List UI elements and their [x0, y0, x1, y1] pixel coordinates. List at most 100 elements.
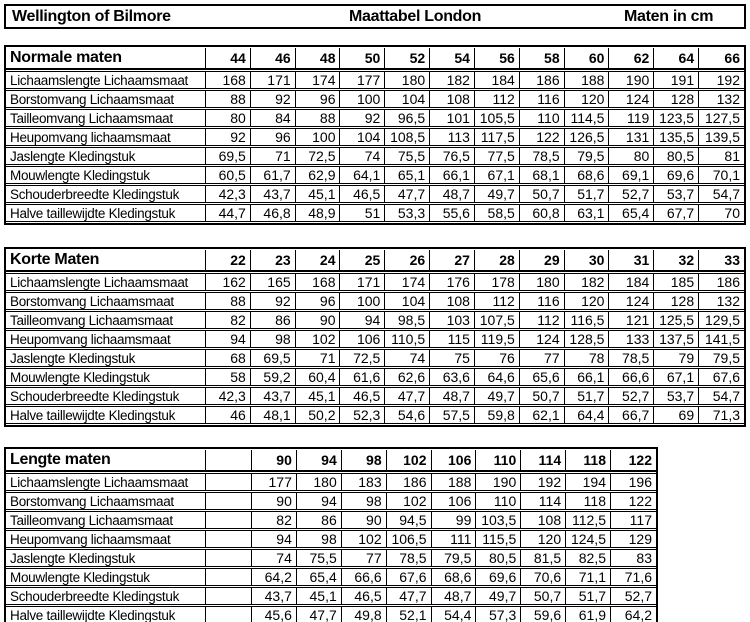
- value-cell: 61,7: [250, 166, 296, 184]
- empty-cell: [206, 492, 252, 510]
- value-cell: 46,5: [341, 587, 387, 605]
- value-cell: 68,6: [564, 166, 610, 184]
- value-cell: 94,5: [386, 511, 432, 529]
- value-cell: 121: [609, 311, 655, 329]
- measure-row: Schouderbreedte Kledingstuk 43,7 45,1 46,5 4…: [6, 587, 656, 605]
- value-cell: 81,5: [521, 549, 567, 567]
- value-cell: 100: [295, 128, 341, 146]
- value-cell: 117,5: [474, 128, 520, 146]
- measure-row: Borstomvang Lichaamsmaat 88 92 96 100 104 108 1…: [6, 292, 744, 310]
- value-cell: 51: [340, 204, 386, 222]
- value-cell: 50,2: [295, 406, 341, 424]
- row-label: Halve taillewijdte Kledingstuk: [6, 406, 206, 424]
- value-cell: 62,1: [519, 406, 565, 424]
- size-table: Normale maten 44 46 48 50 52 54 56 58 60 62 64 66 Lic…: [6, 47, 744, 223]
- value-cell: 119,5: [474, 330, 520, 348]
- size-header-cell: 122: [611, 450, 656, 472]
- value-cell: 68,6: [431, 568, 477, 586]
- value-cell: 79,5: [699, 349, 744, 367]
- size-header-cell: 64: [654, 48, 700, 70]
- value-cell: 71: [250, 147, 296, 165]
- value-cell: 66,6: [341, 568, 387, 586]
- value-cell: 48,7: [430, 185, 475, 203]
- row-label: Borstomvang Lichaamsmaat: [6, 492, 206, 510]
- value-cell: 185: [654, 273, 700, 291]
- size-header-cell: 24: [295, 250, 341, 272]
- row-label: Tailleomvang Lichaamsmaat: [6, 109, 206, 127]
- empty-cell: [206, 587, 252, 605]
- value-cell: 46: [206, 406, 251, 424]
- value-cell: 64,2: [611, 606, 656, 622]
- size-header-cell: 22: [206, 250, 251, 272]
- value-cell: 66,6: [609, 368, 655, 386]
- value-cell: 162: [206, 273, 251, 291]
- size-header-cell: 106: [431, 450, 477, 472]
- value-cell: 72,5: [295, 147, 341, 165]
- value-cell: 77: [341, 549, 387, 567]
- value-cell: 80,5: [654, 147, 700, 165]
- value-cell: 96,5: [385, 109, 431, 127]
- value-cell: 88: [206, 90, 251, 108]
- value-cell: 59,8: [474, 406, 520, 424]
- value-cell: 53,7: [654, 387, 700, 405]
- value-cell: 71,6: [611, 568, 656, 586]
- value-cell: 74: [340, 147, 386, 165]
- value-cell: 63,1: [564, 204, 610, 222]
- value-cell: 168: [295, 273, 341, 291]
- size-header-cell: 31: [609, 250, 655, 272]
- value-cell: 105,5: [474, 109, 520, 127]
- empty-header-cell: [206, 450, 252, 472]
- value-cell: 110,5: [385, 330, 431, 348]
- value-cell: 42,3: [206, 185, 251, 203]
- value-cell: 186: [386, 473, 432, 491]
- value-cell: 65,6: [519, 368, 565, 386]
- value-cell: 182: [564, 273, 610, 291]
- value-cell: 45,1: [295, 387, 341, 405]
- value-cell: 84: [250, 109, 296, 127]
- size-header-row: Lengte maten 90 94 98 102 106 110 114 118 122: [6, 450, 656, 472]
- value-cell: 77: [519, 349, 565, 367]
- value-cell: 57,5: [430, 406, 475, 424]
- units-label: Maten in cm: [624, 8, 714, 25]
- value-cell: 114,5: [564, 109, 610, 127]
- value-cell: 64,4: [564, 406, 610, 424]
- value-cell: 50,7: [519, 387, 565, 405]
- value-cell: 65,4: [609, 204, 655, 222]
- row-label: Borstomvang Lichaamsmaat: [6, 90, 206, 108]
- value-cell: 68,1: [519, 166, 565, 184]
- value-cell: 188: [564, 71, 610, 89]
- value-cell: 96: [295, 90, 341, 108]
- value-cell: 119: [609, 109, 655, 127]
- value-cell: 82,5: [566, 549, 611, 567]
- value-cell: 108,5: [385, 128, 431, 146]
- size-header-cell: 32: [654, 250, 700, 272]
- value-cell: 90: [252, 492, 297, 510]
- value-cell: 102: [295, 330, 341, 348]
- empty-cell: [206, 568, 252, 586]
- value-cell: 43,7: [250, 185, 296, 203]
- row-label: Schouderbreedte Kledingstuk: [6, 185, 206, 203]
- size-header-cell: 28: [474, 250, 520, 272]
- value-cell: 48,1: [250, 406, 296, 424]
- size-header-cell: 29: [519, 250, 565, 272]
- value-cell: 196: [611, 473, 656, 491]
- row-label: Tailleomvang Lichaamsmaat: [6, 311, 206, 329]
- value-cell: 74: [252, 549, 297, 567]
- value-cell: 188: [431, 473, 477, 491]
- value-cell: 79,5: [564, 147, 610, 165]
- value-cell: 110: [476, 492, 522, 510]
- value-cell: 92: [340, 109, 386, 127]
- value-cell: 171: [340, 273, 386, 291]
- value-cell: 135,5: [654, 128, 700, 146]
- value-cell: 127,5: [699, 109, 744, 127]
- value-cell: 114: [521, 492, 567, 510]
- empty-cell: [206, 473, 252, 491]
- value-cell: 137,5: [654, 330, 700, 348]
- row-label: Jaslengte Kledingstuk: [6, 349, 206, 367]
- value-cell: 194: [566, 473, 611, 491]
- value-cell: 108: [521, 511, 567, 529]
- empty-cell: [206, 511, 252, 529]
- table-korte-maten: Korte Maten 22 23 24 25 26 27 28 29 30 31 32 33 Licha…: [4, 247, 746, 427]
- value-cell: 77,5: [474, 147, 520, 165]
- value-cell: 75,5: [385, 147, 431, 165]
